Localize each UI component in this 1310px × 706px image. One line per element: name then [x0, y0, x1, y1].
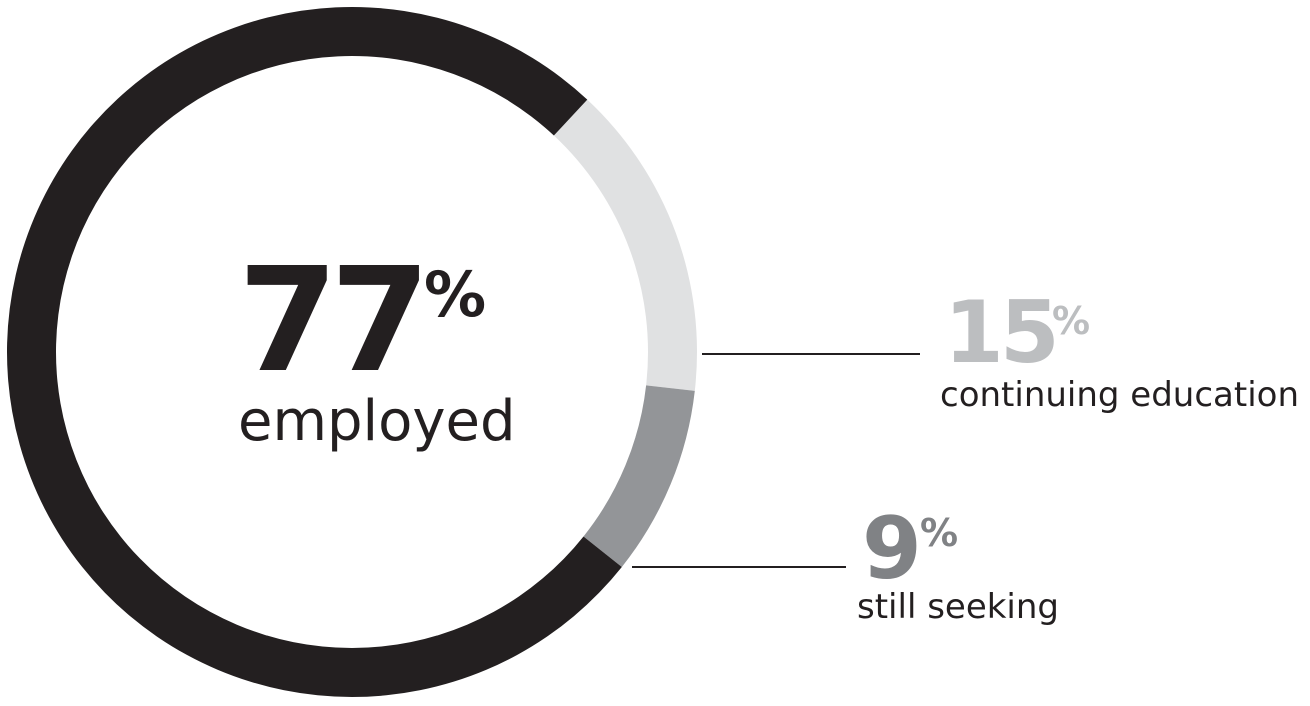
slice-still-seeking — [583, 385, 695, 567]
continuing-education-callout: 15 % continuing education — [940, 283, 1299, 415]
donut-slices — [7, 6, 698, 697]
employed-percent-sign: % — [424, 258, 486, 331]
employed-label: employed — [238, 389, 516, 454]
continuing-education-percent-sign: % — [1052, 299, 1090, 343]
continuing-education-value: 15 — [944, 283, 1056, 383]
continuing-education-label: continuing education — [940, 375, 1299, 415]
still-seeking-value: 9 — [862, 499, 922, 599]
leader-lines — [632, 353, 920, 568]
still-seeking-percent-sign: % — [920, 511, 958, 555]
still-seeking-callout: 9 % still seeking — [857, 499, 1059, 627]
center-label: 77 % employed — [238, 236, 516, 454]
still-seeking-label: still seeking — [857, 587, 1059, 627]
slice-continuing-education — [553, 99, 698, 391]
employed-value: 77 — [238, 236, 422, 404]
